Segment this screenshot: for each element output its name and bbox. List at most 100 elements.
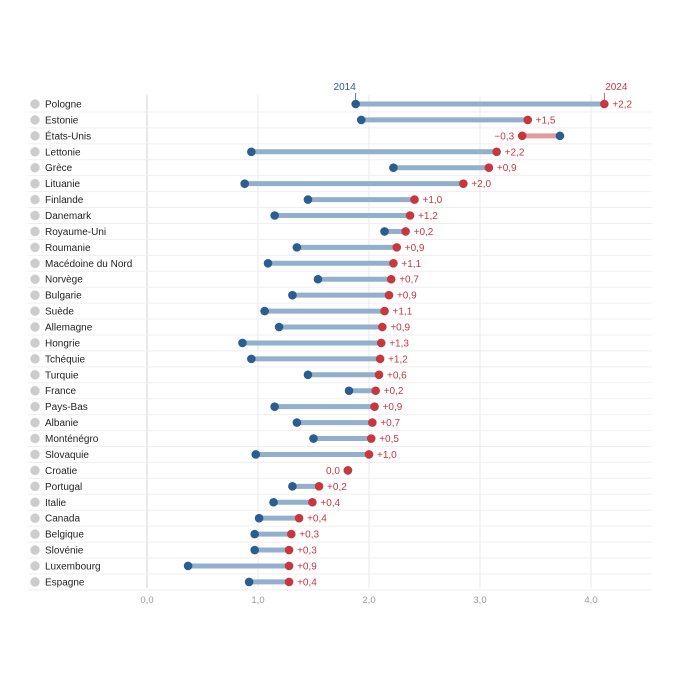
flag-romania-icon (30, 242, 40, 253)
flag-portugal-icon (30, 481, 40, 492)
dot-2024 (376, 338, 386, 348)
dot-2014 (389, 163, 398, 173)
delta-label: +0,9 (405, 243, 425, 254)
delta-label: +0,9 (297, 561, 317, 572)
dot-2024 (368, 418, 377, 427)
dot-2014 (303, 195, 313, 204)
country-label: Norvège (45, 275, 83, 286)
country-label: Slovénie (45, 546, 84, 557)
delta-label: +0,4 (320, 498, 340, 509)
dot-2014 (288, 482, 297, 491)
x-tick-label: 1,0 (251, 595, 264, 606)
country-label: États-Unis (45, 129, 91, 142)
dot-2024 (386, 274, 396, 284)
delta-label: +2,2 (505, 147, 525, 158)
dot-2024 (492, 147, 501, 157)
flag-netherlands-icon (30, 401, 40, 412)
dot-2014 (288, 290, 297, 300)
flag-finland-icon (30, 194, 40, 205)
delta-label: +0,5 (379, 434, 399, 445)
dot-2014 (555, 131, 565, 141)
country-label: Slovaquie (45, 450, 89, 461)
country-label: Danemark (45, 211, 92, 222)
year-label-2024: 2024 (605, 82, 628, 93)
dot-2024 (343, 466, 353, 475)
dot-2014 (260, 306, 269, 316)
dot-2014 (356, 115, 366, 125)
delta-label: +0,4 (297, 577, 317, 588)
delta-label: +0,9 (397, 291, 417, 302)
dot-2014 (292, 418, 302, 427)
delta-label: +0,7 (380, 418, 400, 429)
country-label: Estonie (45, 115, 79, 126)
delta-label: +1,0 (377, 450, 397, 461)
flag-greece-icon (30, 162, 40, 173)
country-label: Allemagne (45, 323, 93, 334)
delta-label: +0,6 (387, 370, 407, 381)
flag-germany-icon (30, 322, 40, 332)
dot-2014 (309, 434, 318, 443)
dot-2024 (294, 513, 304, 523)
flag-usa-icon (30, 131, 40, 141)
flag-france-icon (30, 385, 40, 396)
delta-label: +2,0 (471, 179, 491, 190)
dot-2024 (287, 529, 296, 539)
dot-2024 (366, 434, 376, 443)
country-label: Tchéquie (45, 354, 85, 365)
dot-2014 (254, 513, 264, 523)
dot-2024 (375, 354, 385, 364)
dot-2014 (251, 450, 261, 459)
flag-albania-icon (30, 417, 40, 428)
dot-2014 (240, 179, 249, 188)
dot-2014 (250, 529, 259, 539)
dot-2024 (284, 545, 294, 555)
dot-2014 (263, 259, 273, 268)
dot-2014 (303, 370, 313, 380)
delta-label: +1,2 (388, 354, 408, 365)
dot-2024 (371, 386, 380, 396)
country-label: Canada (45, 514, 80, 525)
delta-label: 0,0 (326, 466, 340, 477)
delta-label: +1,0 (423, 195, 443, 206)
delta-label: +1,5 (536, 115, 556, 126)
delta-label: +1,2 (418, 211, 438, 222)
country-label: Turquie (45, 370, 79, 381)
delta-label: +0,9 (390, 323, 410, 334)
x-tick-label: 4,0 (584, 595, 597, 606)
flag-northmacedonia-icon (30, 258, 40, 269)
dot-2024 (374, 370, 384, 380)
dot-2014 (269, 497, 278, 507)
dot-2014 (247, 147, 256, 157)
dot-2014 (380, 227, 389, 236)
flag-norway-icon (30, 274, 40, 285)
flag-bulgaria-icon (30, 290, 40, 301)
delta-label: −0,3 (494, 131, 514, 142)
flag-croatia-icon (30, 465, 40, 476)
dot-2014 (270, 402, 279, 411)
country-label: Roumanie (45, 243, 91, 254)
flag-slovenia-icon (30, 545, 40, 555)
dot-2024 (389, 259, 398, 268)
delta-label: +1,1 (401, 259, 421, 270)
flag-luxembourg-icon (30, 561, 40, 571)
dot-2024 (517, 131, 527, 141)
country-label: Macédoine du Nord (45, 259, 132, 270)
dot-2024 (392, 243, 402, 252)
flag-montenegro-icon (30, 433, 40, 444)
country-label: Lituanie (45, 179, 80, 190)
dot-2024 (364, 450, 374, 459)
country-label: Bulgarie (45, 291, 82, 302)
x-tick-label: 0,0 (140, 595, 153, 606)
dot-2014 (247, 354, 256, 364)
dot-2024 (459, 179, 468, 188)
dot-2024 (384, 290, 394, 300)
country-label: Italie (45, 498, 67, 509)
dot-2014 (270, 211, 279, 220)
year-label-2014: 2014 (334, 82, 357, 93)
country-label: Croatie (45, 466, 78, 477)
delta-label: +0,9 (383, 402, 403, 413)
dot-2024 (410, 195, 419, 204)
country-label: Portugal (45, 482, 82, 493)
flag-czechia-icon (30, 354, 40, 364)
flag-italy-icon (30, 497, 40, 508)
